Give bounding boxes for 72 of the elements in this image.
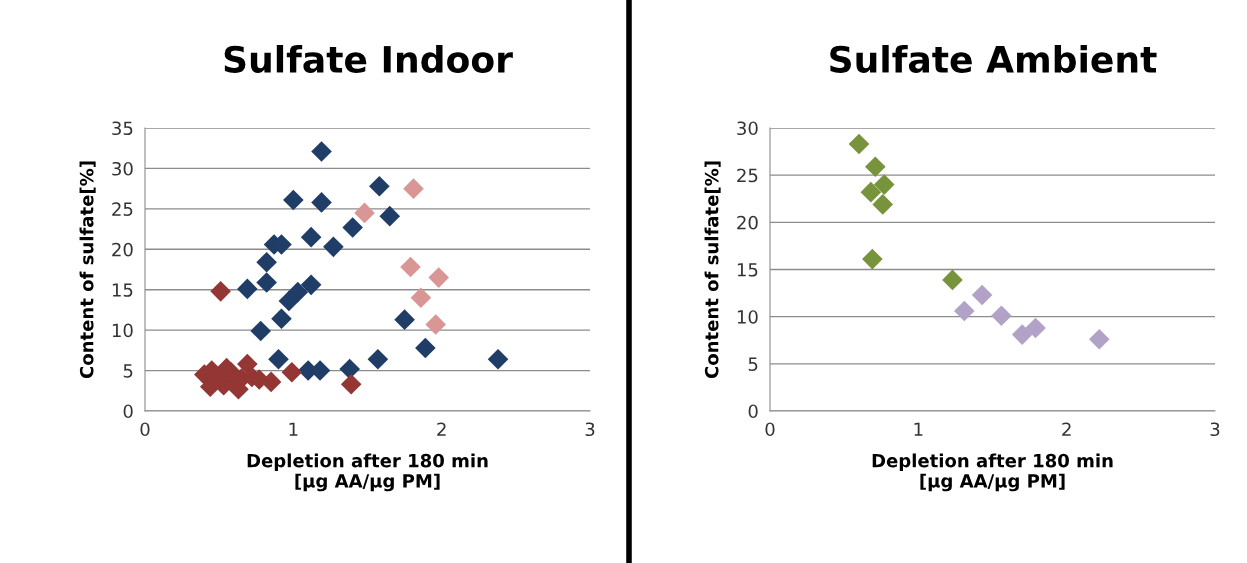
point xyxy=(256,272,277,293)
point xyxy=(1025,317,1046,339)
x-tick-label: 1 xyxy=(289,422,298,436)
x-axis-title: Depletion after 180 min [µg AA/µg PM] xyxy=(247,453,488,492)
x-tick-label: 0 xyxy=(140,422,150,437)
x-axis-title: Depletion after 180 min [µg AA/µg PM] xyxy=(872,453,1113,492)
point xyxy=(862,248,883,270)
y-tick-label: 15 xyxy=(737,263,758,277)
y-tick-label: 30 xyxy=(112,161,133,176)
point xyxy=(971,284,993,306)
point xyxy=(340,374,362,395)
point xyxy=(300,226,322,248)
x-tick-label: 2 xyxy=(1062,422,1071,436)
point xyxy=(872,194,894,215)
point xyxy=(369,175,390,197)
point xyxy=(268,348,289,370)
x-tick-label: 1 xyxy=(914,422,923,436)
point xyxy=(283,189,304,211)
point xyxy=(311,192,332,213)
point xyxy=(210,281,231,302)
point xyxy=(281,361,303,383)
point xyxy=(415,337,436,359)
point xyxy=(860,181,882,203)
point xyxy=(410,287,432,309)
point xyxy=(394,309,415,330)
point xyxy=(354,202,375,224)
point xyxy=(848,133,870,155)
point xyxy=(311,141,332,162)
y-tick-label: 0 xyxy=(748,404,758,419)
y-tick-label: 0 xyxy=(123,404,133,419)
point xyxy=(323,236,344,258)
point xyxy=(278,290,300,312)
y-tick-label: 15 xyxy=(112,283,133,297)
x-tick-label: 2 xyxy=(437,422,446,436)
point xyxy=(339,358,360,380)
y-tick-label: 5 xyxy=(748,357,758,371)
point xyxy=(991,305,1012,327)
point xyxy=(942,269,963,291)
point xyxy=(954,300,975,322)
y-axis-title: Content of sulfate[%] xyxy=(704,161,721,379)
x-tick-label: 3 xyxy=(585,422,595,437)
y-tick-label: 10 xyxy=(112,323,133,338)
point xyxy=(342,217,363,238)
point xyxy=(1011,324,1033,345)
point xyxy=(379,205,401,227)
y-tick-label: 35 xyxy=(112,121,133,136)
y-tick-label: 20 xyxy=(737,215,758,230)
y-axis-title: Content of sulfate[%] xyxy=(79,161,96,379)
y-tick-label: 30 xyxy=(737,121,758,136)
point xyxy=(403,178,424,199)
point xyxy=(367,348,389,370)
point xyxy=(1089,329,1110,350)
point xyxy=(428,267,449,288)
x-tick-label: 0 xyxy=(765,422,775,437)
point xyxy=(271,308,292,330)
point xyxy=(237,278,258,300)
point xyxy=(250,320,271,342)
chart-title: Sulfate Ambient xyxy=(830,45,1157,73)
point xyxy=(256,251,277,273)
y-tick-label: 10 xyxy=(737,310,758,324)
chart-title: Sulfate Indoor xyxy=(224,45,513,73)
x-tick-label: 3 xyxy=(1210,422,1220,437)
point xyxy=(487,348,509,370)
y-tick-label: 25 xyxy=(737,168,758,183)
point xyxy=(425,314,447,335)
point xyxy=(400,256,421,278)
point xyxy=(873,174,895,195)
point xyxy=(300,274,322,296)
point xyxy=(865,156,886,177)
y-tick-label: 5 xyxy=(123,364,133,378)
y-tick-label: 20 xyxy=(112,242,133,257)
y-tick-label: 25 xyxy=(112,202,133,216)
